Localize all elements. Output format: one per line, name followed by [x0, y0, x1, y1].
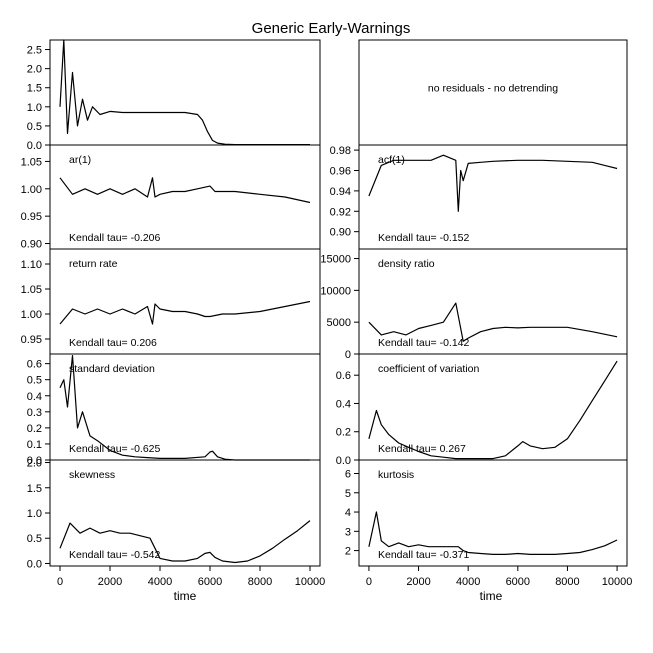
panel-3-kendall-tau: Kendall tau= -0.152 — [378, 232, 470, 244]
panel-6-ytick-label: 0.3 — [27, 407, 42, 419]
panel-8-ytick-label: 2.0 — [27, 458, 42, 470]
panel-5-ytick-label: 15000 — [320, 254, 351, 266]
panel-3-ytick-label: 0.94 — [330, 186, 351, 198]
panel-5-series-line — [368, 302, 618, 342]
panel-6-ytick-label: 0.2 — [27, 423, 42, 435]
x-axis-label-right: time — [480, 589, 503, 603]
panel-2-panel-label: ar(1) — [69, 154, 91, 166]
panel-7-ytick-label: 0.4 — [336, 398, 351, 410]
panel-4-ytick-label: 1.05 — [21, 284, 42, 296]
panel-5-panel-label: density ratio — [378, 258, 435, 270]
panel-8-ytick-label: 0.0 — [27, 558, 42, 570]
panel-5-ytick-label: 5000 — [327, 317, 351, 329]
panel-9-panel-label: kurtosis — [378, 469, 414, 481]
panel-2-kendall-tau: Kendall tau= -0.206 — [69, 232, 161, 244]
panel-9-ytick-label: 6 — [345, 468, 351, 480]
panel-6-ytick-label: 0.4 — [27, 391, 42, 403]
panel-6-kendall-tau: Kendall tau= -0.625 — [69, 443, 161, 455]
panel-4-ytick-label: 1.10 — [21, 259, 42, 271]
panel-3-ytick-label: 0.98 — [330, 145, 351, 157]
panel-8-ytick-label: 1.5 — [27, 483, 42, 495]
panel-0-series-line — [59, 39, 310, 146]
panel-9-xtick-label: 2000 — [406, 576, 430, 588]
panel-3-panel-label: acf(1) — [378, 154, 405, 166]
panel-4-kendall-tau: Kendall tau= 0.206 — [69, 337, 157, 349]
panel-3-series-line — [368, 154, 618, 212]
panel-8-kendall-tau: Kendall tau= -0.542 — [69, 549, 161, 561]
panel-9-frame — [358, 459, 628, 567]
panel-2-ytick-label: 0.90 — [21, 239, 42, 251]
panel-2-series-line — [59, 177, 311, 204]
panel-0-ytick-label: 2.0 — [27, 64, 42, 76]
panel-2-ytick-label: 1.05 — [21, 156, 42, 168]
panel-8-xtick-label: 0 — [57, 576, 63, 588]
panel-7-series-line — [368, 360, 618, 460]
panel-4-ytick-label: 1.00 — [21, 309, 42, 321]
panel-0-ytick-label: 1.0 — [27, 102, 42, 114]
panel-9-series-line — [368, 511, 618, 556]
panel-7-kendall-tau: Kendall tau= 0.267 — [378, 443, 466, 455]
panel-9-xtick-label: 0 — [366, 576, 372, 588]
panel-7-ytick-label: 0.2 — [336, 427, 351, 439]
panel-7-panel-label: coefficient of variation — [378, 363, 480, 375]
panel-8-ytick-label: 1.0 — [27, 508, 42, 520]
panel-6-ytick-label: 0.6 — [27, 359, 42, 371]
panel-9-ytick-label: 2 — [345, 546, 351, 558]
panel-9-xtick-label: 8000 — [555, 576, 579, 588]
panel-8-panel-label: skewness — [69, 469, 115, 481]
panel-9-ytick-label: 3 — [345, 526, 351, 538]
panel-5-ytick-label: 0 — [345, 349, 351, 361]
panel-8-xtick-label: 8000 — [248, 576, 272, 588]
panel-9-ytick-label: 4 — [345, 507, 351, 519]
panel-1-message: no residuals - no detrending — [428, 83, 558, 95]
panel-6-panel-label: standard deviation — [69, 363, 155, 375]
panel-9-xtick-label: 10000 — [602, 576, 633, 588]
panel-9-xtick-label: 4000 — [456, 576, 480, 588]
panel-7-ytick-label: 0.6 — [336, 370, 351, 382]
panel-8-xtick-label: 10000 — [295, 576, 326, 588]
panel-3-ytick-label: 0.92 — [330, 206, 351, 218]
figure-title: Generic Early-Warnings — [252, 20, 411, 37]
panel-2-ytick-label: 1.00 — [21, 184, 42, 196]
panel-4-ytick-label: 0.95 — [21, 334, 42, 346]
panel-9-kendall-tau: Kendall tau= -0.371 — [378, 549, 470, 561]
panel-0-ytick-label: 0.5 — [27, 121, 42, 133]
panel-9-xtick-label: 6000 — [506, 576, 530, 588]
panel-9-ytick-label: 5 — [345, 488, 351, 500]
panel-6-ytick-label: 0.5 — [27, 375, 42, 387]
panel-3-ytick-label: 0.90 — [330, 227, 351, 239]
panel-0-ytick-label: 2.5 — [27, 45, 42, 57]
panel-3-ytick-label: 0.96 — [330, 165, 351, 177]
panel-8-xtick-label: 2000 — [98, 576, 122, 588]
panel-7-ytick-label: 0.0 — [336, 455, 351, 467]
panel-5-kendall-tau: Kendall tau= -0.142 — [378, 337, 470, 349]
panel-0-ytick-label: 1.5 — [27, 83, 42, 95]
panel-5-ytick-label: 10000 — [320, 285, 351, 297]
x-axis-label-left: time — [174, 589, 197, 603]
panel-6-ytick-label: 0.1 — [27, 439, 42, 451]
panel-2-ytick-label: 0.95 — [21, 211, 42, 223]
panel-8-ytick-label: 0.5 — [27, 533, 42, 545]
panel-0-ytick-label: 0.0 — [27, 140, 42, 152]
panel-4-panel-label: return rate — [69, 258, 118, 270]
panel-8-xtick-label: 6000 — [198, 576, 222, 588]
panel-8-xtick-label: 4000 — [148, 576, 172, 588]
panel-6-ytick-label: 0.0 — [27, 455, 42, 467]
panel-4-series-line — [59, 300, 311, 325]
panel-8-series-line — [59, 520, 311, 564]
panel-0-frame — [49, 39, 321, 146]
panel-6-series-line — [59, 355, 310, 461]
